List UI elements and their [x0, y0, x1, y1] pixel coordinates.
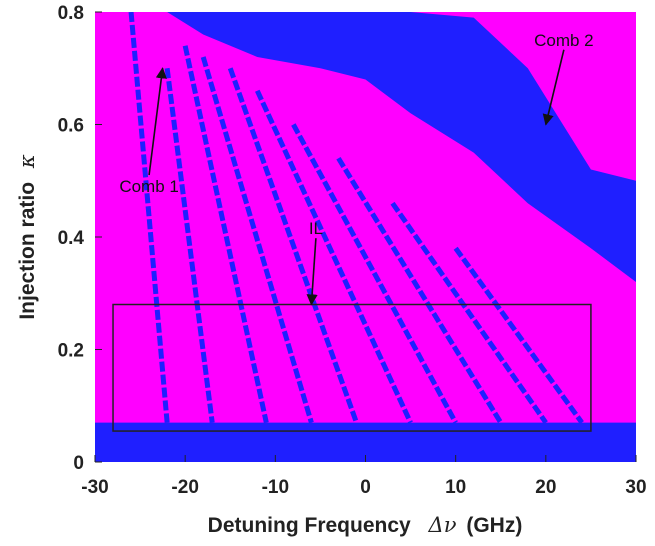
y-axis-label-symbol: κ [15, 154, 39, 169]
annotation-label-0: Comb 1 [119, 177, 179, 196]
comb-line-2 [182, 45, 269, 424]
annotation-arrow-1 [542, 49, 565, 126]
y-tick-label-2: 0.4 [58, 228, 85, 249]
y-tick-label-4: 0.8 [58, 3, 84, 24]
annotations: Comb 1 Comb 2 IL [119, 31, 594, 306]
x-axis-label-symbol: Δν [428, 513, 457, 537]
comb-line-3 [200, 56, 314, 424]
x-tick-label-1: -20 [171, 477, 198, 498]
x-tick-label-2: -10 [262, 477, 289, 498]
plot-background [95, 12, 636, 462]
x-axis-label: Detuning Frequency Δν (GHz) [208, 513, 523, 537]
comb-line-8 [390, 201, 548, 425]
y-tick-label-3: 0.6 [58, 116, 84, 137]
y-tick-label-1: 0.2 [58, 341, 84, 362]
comb-line-6 [291, 123, 458, 424]
region-0 [95, 12, 636, 282]
x-axis-ticks: -30 -20 -10 0 10 20 30 [81, 455, 647, 498]
comb-line-1 [164, 67, 215, 423]
comb-lines [128, 12, 584, 425]
comb-line-0 [128, 12, 170, 423]
y-axis-ticks: 0 0.2 0.4 0.6 0.8 [58, 3, 102, 474]
highlight-box-group [112, 303, 592, 432]
y-tick-label-0: 0 [73, 453, 84, 474]
annotation-label-1: Comb 2 [534, 31, 594, 50]
x-axis-label-text: Detuning Frequency [208, 514, 411, 537]
x-tick-label-4: 10 [445, 477, 466, 498]
annotation-arrow-2 [306, 238, 318, 306]
x-tick-label-3: 0 [360, 477, 371, 498]
annotation-arrow-0 [148, 67, 167, 176]
y-axis-label-text: Injection ratio [16, 182, 39, 320]
x-tick-label-6: 30 [625, 477, 646, 498]
x-tick-label-0: -30 [81, 477, 108, 498]
x-tick-label-5: 20 [535, 477, 556, 498]
comb-line-5 [255, 89, 413, 424]
y-axis-label: Injection ratio κ [15, 154, 39, 320]
annotation-label-2: IL [309, 219, 323, 238]
x-axis-label-unit: (GHz) [466, 514, 522, 537]
comb-line-4 [227, 67, 359, 424]
comb-line-9 [453, 246, 584, 425]
highlight-box [112, 303, 592, 432]
